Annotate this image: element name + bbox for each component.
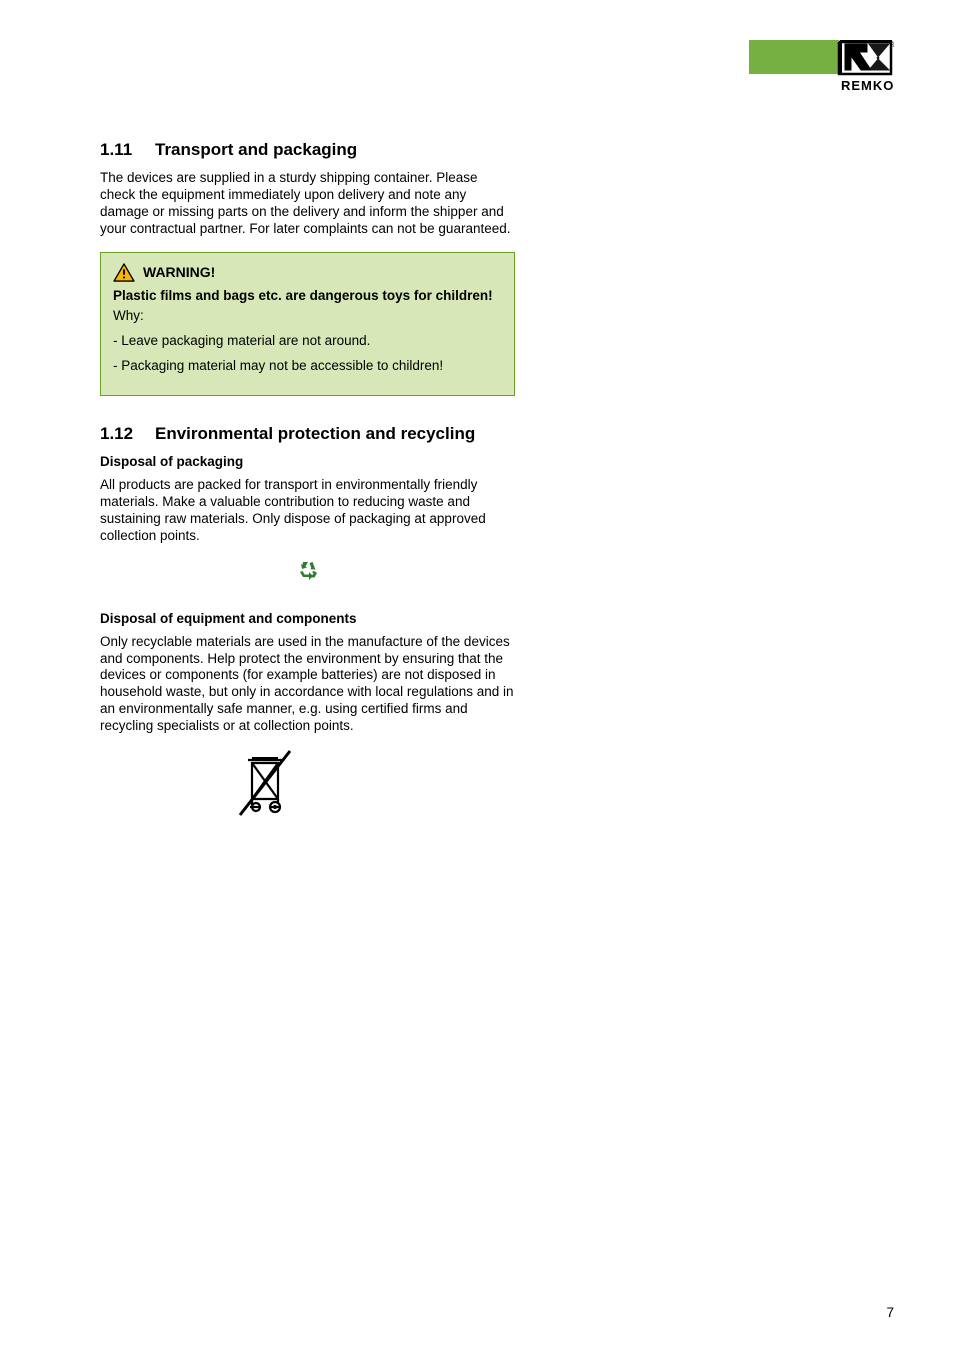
sub2-title: Disposal of equipment and components — [100, 611, 515, 626]
svg-text:®: ® — [890, 41, 894, 49]
section-number: 1.12 — [100, 424, 155, 444]
warning-subtitle: Plastic films and bags etc. are dangerou… — [113, 288, 502, 305]
warning-header: WARNING! — [113, 263, 502, 282]
section-number: 1.11 — [100, 140, 155, 160]
warning-box: WARNING! Plastic films and bags etc. are… — [100, 252, 515, 397]
section-111-body: The devices are supplied in a sturdy shi… — [100, 170, 515, 238]
page-number: 7 — [886, 1305, 894, 1320]
sub1-body: All products are packed for transport in… — [100, 477, 515, 545]
remko-logo-icon: ® REMKO — [749, 40, 894, 95]
sub2-body: Only recyclable materials are used in th… — [100, 634, 515, 735]
content-column: 1.11 Transport and packaging The devices… — [100, 140, 515, 829]
section-112-heading: 1.12 Environmental protection and recycl… — [100, 424, 515, 444]
section-title-text: Environmental protection and recycling — [155, 424, 475, 444]
warning-label: WARNING! — [143, 264, 215, 280]
warning-triangle-icon — [113, 263, 135, 282]
weee-bin-icon — [230, 749, 300, 829]
warning-why: Why: — [113, 308, 502, 323]
warning-item-2: - Packaging material may not be accessib… — [113, 358, 502, 375]
svg-text:REMKO: REMKO — [841, 78, 894, 93]
section-111-heading: 1.11 Transport and packaging — [100, 140, 515, 160]
sub1-title: Disposal of packaging — [100, 454, 515, 469]
warning-item-1: - Leave packaging material are not aroun… — [113, 333, 502, 350]
recycle-icon — [296, 559, 320, 583]
brand-logo: ® REMKO — [749, 40, 894, 100]
section-title-text: Transport and packaging — [155, 140, 357, 160]
page-container: ® REMKO 1.11 Transport and packaging The… — [0, 0, 954, 869]
